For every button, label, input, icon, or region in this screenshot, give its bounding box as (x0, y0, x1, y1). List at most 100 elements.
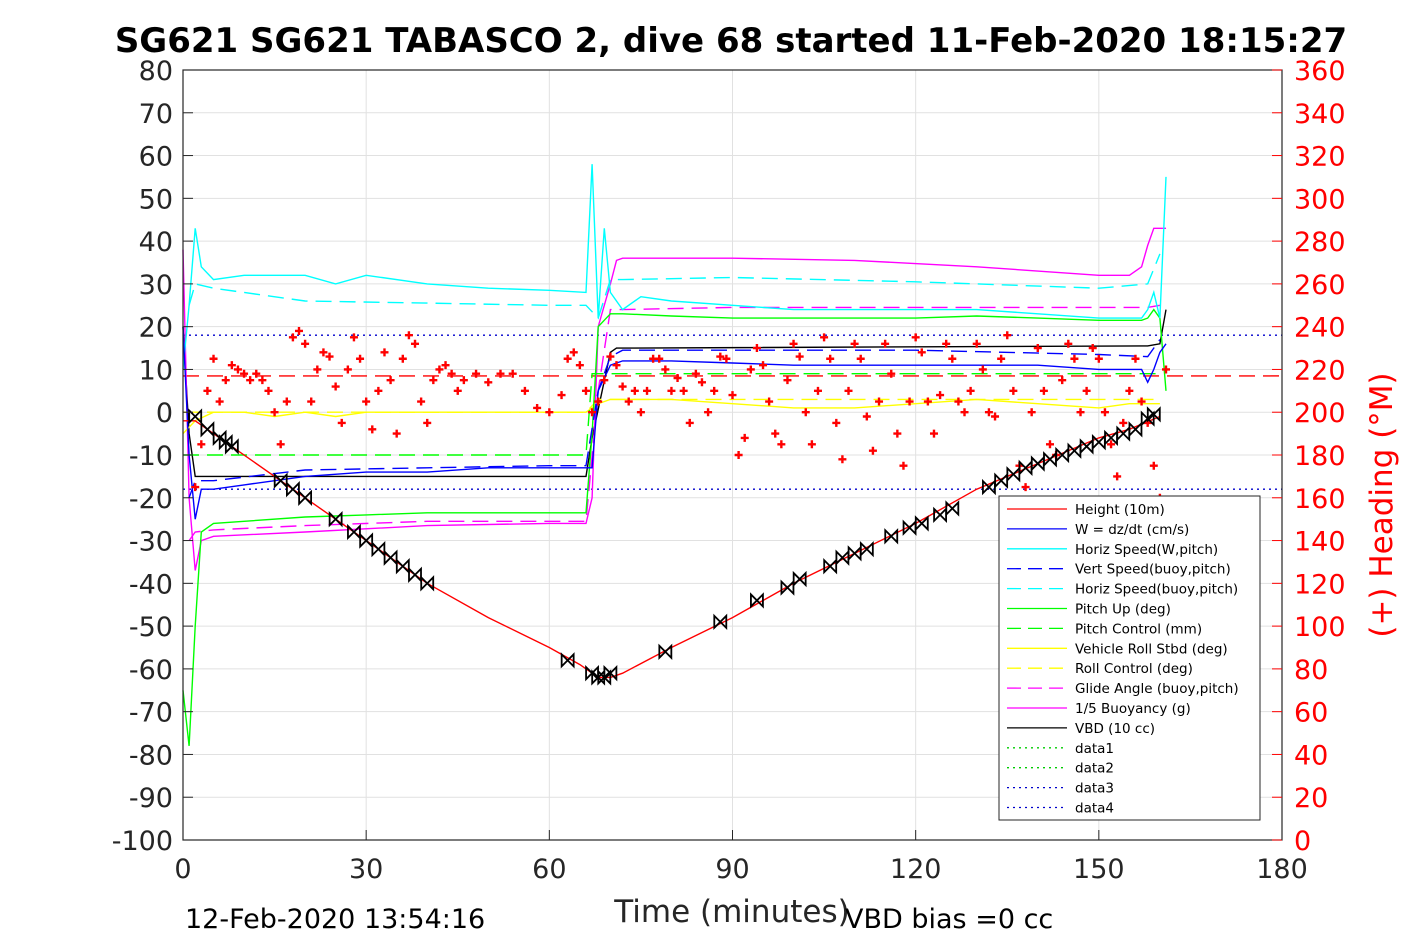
heading-marker (801, 408, 810, 417)
heading-marker (606, 352, 615, 361)
heading-marker (313, 365, 322, 374)
heading-marker (240, 369, 249, 378)
left-tick-label: -40 (129, 569, 173, 600)
legend-label: Pitch Control (mm) (1075, 621, 1202, 637)
depth-marker (328, 510, 343, 528)
heading-marker (917, 348, 926, 357)
heading-marker (288, 333, 297, 342)
right-tick-label: 260 (1294, 270, 1346, 301)
x-axis-label: Time (minutes) (613, 894, 849, 930)
heading-marker (936, 391, 945, 400)
heading-marker (594, 397, 603, 406)
heading-marker (978, 365, 987, 374)
heading-marker (1021, 483, 1030, 492)
heading-marker (752, 344, 761, 353)
right-tick-label: 320 (1294, 142, 1346, 173)
series-vehicle-roll-stbd-deg (182, 398, 1160, 435)
heading-marker (380, 348, 389, 357)
right-axis-label: (+) Heading (°M) (1364, 372, 1400, 637)
heading-marker (356, 354, 365, 363)
heading-marker (258, 376, 267, 385)
depth-marker (859, 540, 874, 558)
heading-marker (343, 365, 352, 374)
left-tick-label: -30 (129, 527, 173, 558)
heading-marker (1113, 472, 1122, 481)
heading-marker (655, 354, 664, 363)
heading-marker (1131, 354, 1140, 363)
heading-marker (942, 339, 951, 348)
right-axis: 3603403203002802602402202001801601401201… (1272, 56, 1346, 857)
footer-timestamp: 12-Feb-2020 13:54:16 (185, 904, 485, 935)
heading-marker (813, 386, 822, 395)
heading-marker (704, 408, 713, 417)
heading-marker (1119, 418, 1128, 427)
heading-marker (923, 397, 932, 406)
x-tick-label: 120 (890, 854, 942, 885)
heading-marker (618, 382, 627, 391)
left-tick-label: -100 (112, 826, 173, 857)
heading-marker (1039, 386, 1048, 395)
heading-marker (575, 361, 584, 370)
legend-label: Glide Angle (buoy,pitch) (1075, 681, 1239, 697)
heading-marker (691, 369, 700, 378)
heading-marker (209, 354, 218, 363)
right-tick-label: 80 (1294, 655, 1328, 686)
depth-marker (420, 575, 435, 592)
heading-marker (716, 352, 725, 361)
heading-marker (252, 369, 261, 378)
heading-marker (1064, 339, 1073, 348)
left-tick-label: -50 (129, 612, 173, 643)
legend-label: data4 (1075, 801, 1114, 817)
x-axis: 0 30 60 90 120 150 180 (174, 830, 1308, 885)
heading-marker (374, 386, 383, 395)
heading-marker (325, 352, 334, 361)
right-tick-label: 140 (1294, 527, 1346, 558)
heading-marker (697, 378, 706, 387)
right-tick-label: 100 (1294, 612, 1346, 643)
heading-marker (673, 374, 682, 382)
heading-marker (404, 331, 413, 340)
heading-marker (227, 361, 236, 370)
heading-marker (636, 408, 645, 417)
series-1-5-buoyancy-g (182, 227, 1166, 571)
heading-marker (795, 352, 804, 361)
depth-marker (212, 429, 227, 447)
heading-marker (911, 333, 920, 342)
heading-marker (667, 386, 676, 395)
depth-marker (792, 570, 807, 588)
x-tick-label: 60 (532, 854, 566, 885)
x-tick-label: 180 (1256, 854, 1308, 885)
heading-marker (820, 333, 829, 342)
x-tick-label: 30 (349, 854, 383, 885)
heading-marker (991, 412, 1000, 421)
depth-marker (1140, 410, 1155, 427)
heading-marker (569, 348, 578, 357)
heading-marker (337, 418, 346, 427)
right-tick-label: 180 (1294, 441, 1346, 472)
heading-marker (783, 376, 792, 385)
left-axis: 80 70 60 50 40 30 20 10 0 -10 -20 -30 -40 -50 -60 -70 -8… (112, 56, 193, 857)
series-horiz-speed-w-pitch (182, 164, 1167, 370)
left-tick-label: 60 (139, 142, 173, 173)
heading-marker (1003, 331, 1012, 340)
heading-marker (728, 391, 737, 400)
heading-marker (899, 461, 908, 470)
heading-marker (1070, 354, 1079, 363)
right-tick-label: 120 (1294, 569, 1346, 600)
heading-marker (1045, 440, 1054, 449)
heading-marker (203, 386, 212, 395)
heading-marker (441, 361, 450, 370)
heading-marker (563, 354, 572, 363)
heading-marker (826, 354, 835, 363)
depth-marker (597, 669, 612, 686)
depth-marker (603, 664, 618, 682)
heading-marker (246, 376, 255, 385)
legend: Height (10m) W = dz/dt (cm/s) Horiz Speed(… (998, 495, 1261, 821)
heading-marker (307, 397, 316, 406)
heading-marker (1058, 376, 1067, 385)
legend-label: Roll Control (deg) (1075, 661, 1193, 677)
right-tick-label: 60 (1294, 698, 1328, 729)
heading-marker (722, 354, 731, 363)
heading-marker (453, 386, 462, 395)
heading-marker (844, 386, 853, 395)
